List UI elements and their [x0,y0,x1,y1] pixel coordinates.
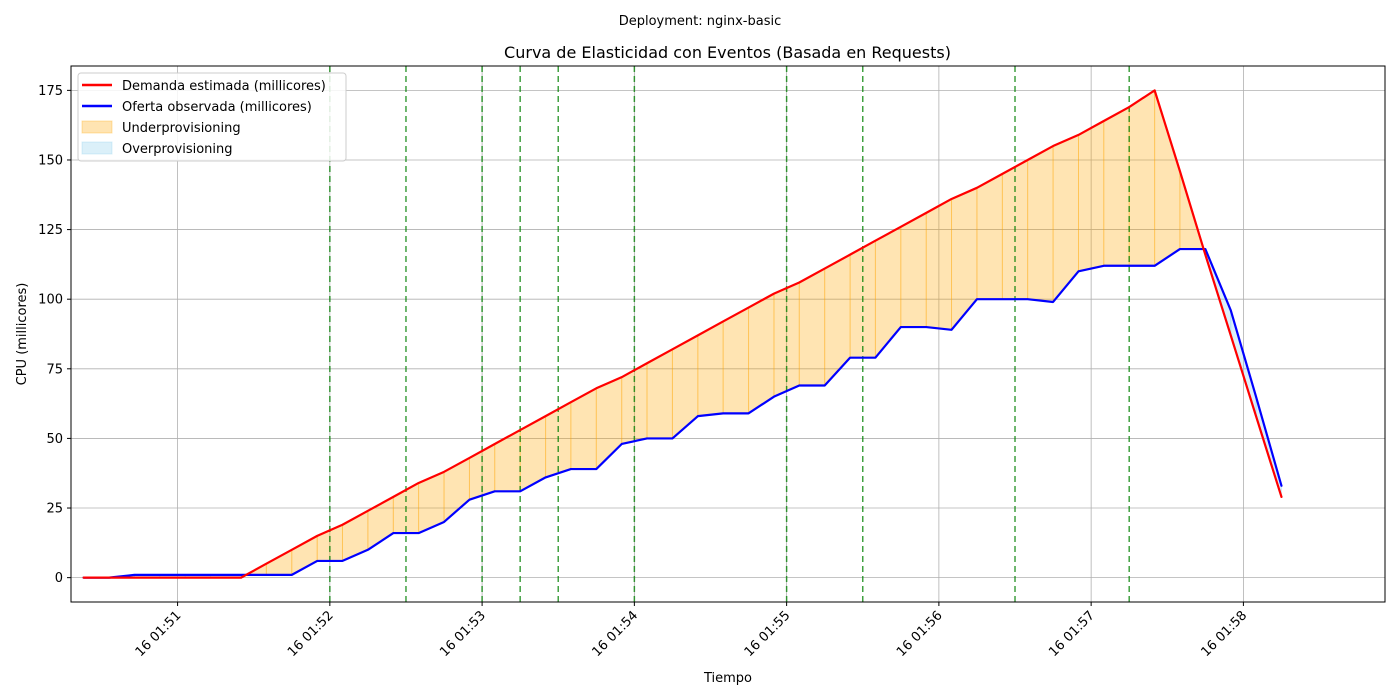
provisioning-fills [109,89,1282,579]
underprovisioning-area [874,225,902,360]
underprovisioning-area [1103,106,1130,267]
underprovisioning-area [824,253,851,387]
underprovisioning-area [1154,90,1181,267]
underprovisioning-area [646,348,673,439]
plot-frame [70,65,1386,603]
y-tick-label: 150 [38,153,63,168]
y-axis-label: CPU (millicores) [15,283,30,386]
legend-swatch-underprovisioning [81,120,113,134]
legend-label-supply: Oferta observada (millicores) [122,100,312,115]
demand-line [82,89,1283,579]
x-tick-label: 16 01:55 [742,608,794,660]
underprovisioning-area [443,457,470,524]
y-tick-label: 75 [46,362,63,377]
underprovisioning-area [951,187,978,332]
y-axis: 0 25 50 75 100 125 150 175 [38,84,71,586]
supply-line [82,247,1283,579]
y-tick-label: 125 [38,223,63,238]
underprovisioning-area [494,429,521,492]
x-tick-label: 16 01:54 [589,608,641,660]
legend-label-underprovisioning: Underprovisioning [122,121,241,136]
legend-swatch-overprovisioning [81,141,113,155]
y-tick-label: 25 [46,502,63,517]
x-tick-label: 16 01:56 [894,608,946,660]
legend-label-overprovisioning: Overprovisioning [122,142,233,157]
y-tick-label: 0 [55,571,63,586]
x-axis: 16 01:51 16 01:52 16 01:53 16 01:54 16 01:55… [133,602,1251,660]
underprovisioning-area [1027,145,1054,303]
underprovisioning-area [748,292,775,415]
x-tick-label: 16 01:51 [133,608,185,660]
series-lines [82,89,1283,579]
underprovisioning-area [925,198,953,331]
underprovisioning-area [671,334,699,440]
y-tick-label: 50 [46,432,63,447]
y-tick-label: 175 [38,84,63,99]
x-tick-label: 16 01:57 [1046,608,1098,660]
underprovisioning-area [697,320,724,417]
legend: Demanda estimada (millicores) Oferta obs… [77,72,347,162]
grid [71,66,1385,602]
legend-box [77,72,347,162]
underprovisioning-area [722,306,750,414]
underprovisioning-area [900,212,927,328]
x-tick-label: 16 01:58 [1199,608,1251,660]
chart-title: Curva de Elasticidad con Eventos (Basada… [504,43,951,62]
x-tick-label: 16 01:53 [437,608,489,660]
underprovisioning-area [1128,89,1156,267]
x-tick-label: 16 01:52 [285,608,337,660]
underprovisioning-area [798,267,826,387]
suptitle: Deployment: nginx-basic [619,14,782,29]
x-axis-label: Tiempo [703,671,752,686]
underprovisioning-area [976,173,1003,300]
legend-label-demand: Demanda estimada (millicores) [122,79,326,94]
underprovisioning-area [1078,120,1105,272]
y-tick-label: 100 [38,293,63,308]
